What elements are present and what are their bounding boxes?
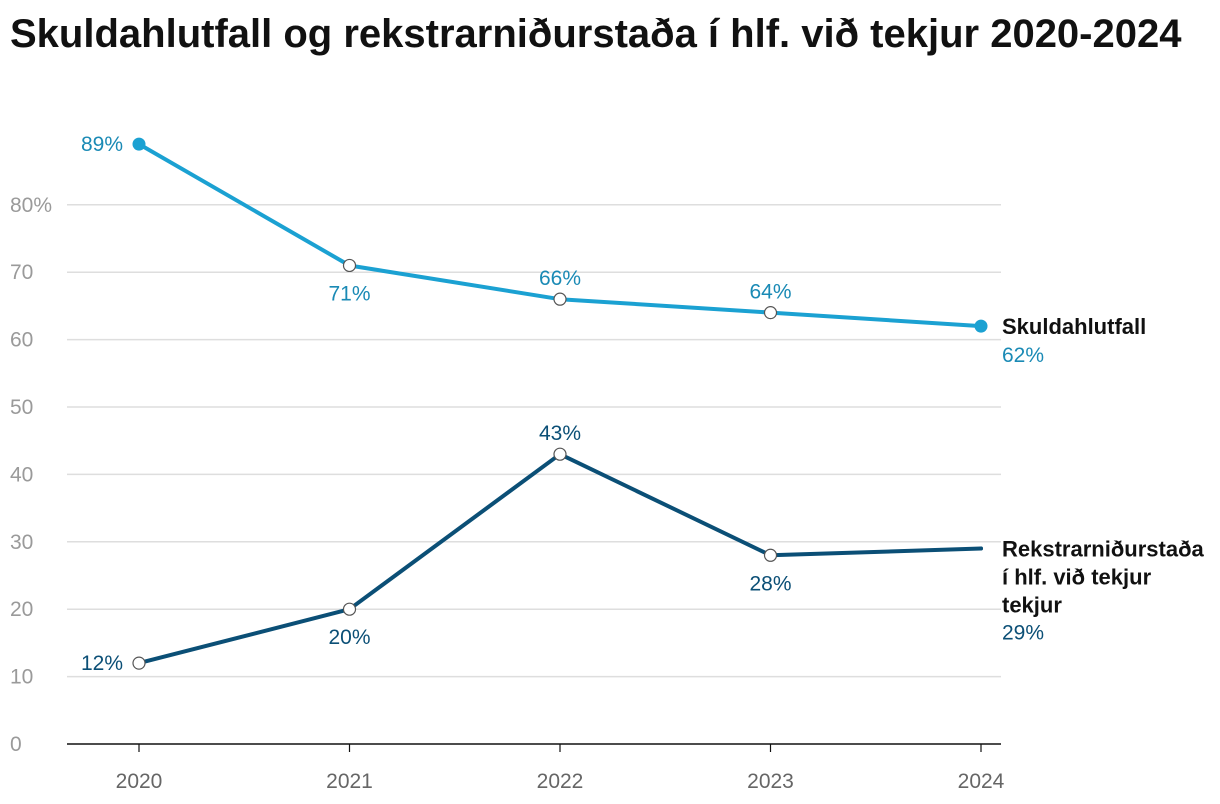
y-tick-label: 80% (10, 194, 52, 217)
data-point (553, 292, 567, 306)
x-tick-label: 2022 (537, 770, 584, 793)
x-axis: 2020 2021 2022 2023 2024 (67, 743, 1005, 793)
data-point (342, 602, 357, 616)
data-point (553, 447, 567, 461)
y-tick-label: 50 (10, 396, 33, 419)
series-name-label: Rekstrarniðurstaða (1002, 537, 1205, 562)
y-tick-label: 0 (10, 733, 22, 756)
data-label: 20% (328, 626, 370, 649)
data-point (342, 258, 357, 273)
y-axis-tick-labels: 0 10 20 30 40 50 60 70 80% (10, 194, 52, 756)
data-label: 29% (1002, 622, 1044, 645)
data-labels: 89% 71% 66% 64% 62% Skuldahlutfall 12% 20% 43% 28… (81, 133, 1205, 675)
y-tick-label: 40 (10, 463, 33, 486)
data-label: 12% (81, 652, 123, 675)
x-tick-label: 2021 (326, 770, 373, 793)
data-point (979, 546, 983, 551)
data-point (974, 319, 988, 333)
data-label: 71% (328, 282, 370, 305)
y-tick-label: 10 (10, 666, 33, 689)
series-line (137, 452, 983, 666)
data-label: 64% (749, 281, 791, 304)
y-tick-label: 20 (10, 598, 33, 621)
data-point (132, 656, 146, 670)
data-point (132, 137, 146, 151)
x-tick-label: 2023 (747, 770, 794, 793)
data-label: 66% (539, 267, 581, 290)
chart-title: Skuldahlutfall og rekstrarniðurstaða í h… (10, 12, 1182, 56)
series-name-label: í hlf. við tekjur (1002, 565, 1152, 590)
data-point (763, 548, 778, 562)
data-label: 28% (749, 572, 791, 595)
y-tick-label: 30 (10, 531, 33, 554)
gridlines (67, 204, 1001, 678)
data-label: 43% (539, 422, 581, 445)
y-tick-label: 60 (10, 329, 33, 352)
series-name-label: Skuldahlutfall (1002, 314, 1146, 339)
x-tick-label: 2020 (116, 770, 163, 793)
data-point (763, 306, 778, 320)
data-label: 62% (1002, 344, 1044, 367)
series-name-label: tekjur (1002, 593, 1062, 618)
data-label: 89% (81, 133, 123, 156)
x-tick-label: 2024 (958, 770, 1005, 793)
series-lines (132, 137, 988, 670)
y-tick-label: 70 (10, 261, 33, 284)
